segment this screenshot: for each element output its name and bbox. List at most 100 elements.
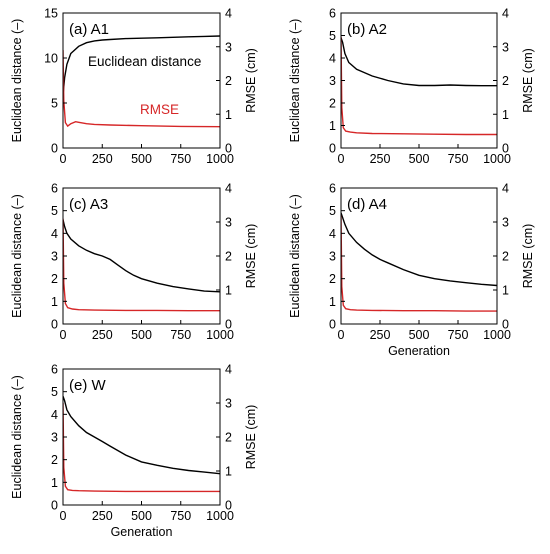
x-tick-label: 0 bbox=[338, 152, 345, 166]
y2-axis-title: RMSE (cm) bbox=[521, 48, 535, 113]
y-tick-label: 2 bbox=[329, 272, 336, 286]
y-tick-label: 4 bbox=[329, 227, 336, 241]
panel-label: (b) A2 bbox=[347, 21, 387, 38]
y2-tick-label: 4 bbox=[502, 7, 509, 21]
x-tick-label: 1000 bbox=[483, 152, 511, 166]
panel-label: (d) A4 bbox=[347, 196, 387, 213]
panel-label: (a) A1 bbox=[69, 21, 109, 38]
y2-tick-label: 2 bbox=[225, 250, 232, 264]
rmse-annotation: RMSE bbox=[140, 102, 179, 117]
y-tick-label: 1 bbox=[329, 119, 336, 133]
y-tick-label: 0 bbox=[51, 142, 58, 156]
y2-axis-title: RMSE (cm) bbox=[244, 48, 258, 113]
y-tick-label: 5 bbox=[51, 204, 58, 218]
y-tick-label: 1 bbox=[51, 295, 58, 309]
x-tick-label: 750 bbox=[448, 152, 469, 166]
y-tick-label: 4 bbox=[51, 227, 58, 241]
y-tick-label: 6 bbox=[329, 7, 336, 21]
y-tick-label: 4 bbox=[329, 52, 336, 66]
y2-tick-label: 1 bbox=[502, 108, 509, 122]
x-tick-label: 500 bbox=[409, 328, 430, 342]
x-axis-title: Generation bbox=[388, 344, 450, 358]
y-axis-title: Euclidean distance (–) bbox=[10, 375, 24, 499]
y-tick-label: 0 bbox=[329, 142, 336, 156]
y2-tick-label: 1 bbox=[502, 284, 509, 298]
y2-tick-label: 3 bbox=[502, 216, 509, 230]
rmse-series-line bbox=[63, 218, 220, 312]
y2-tick-label: 2 bbox=[225, 74, 232, 88]
y-axis-title: Euclidean distance (–) bbox=[288, 194, 302, 318]
x-tick-label: 1000 bbox=[483, 328, 511, 342]
euclidean-series-line bbox=[63, 35, 220, 96]
y-tick-label: 2 bbox=[51, 453, 58, 467]
rmse-series-line bbox=[63, 402, 220, 493]
y-tick-label: 5 bbox=[51, 385, 58, 399]
y2-tick-label: 1 bbox=[225, 108, 232, 122]
x-tick-label: 500 bbox=[409, 152, 430, 166]
y-tick-label: 3 bbox=[51, 250, 58, 264]
x-tick-label: 1000 bbox=[206, 509, 234, 523]
x-tick-label: 750 bbox=[170, 509, 191, 523]
panel-label: (c) A3 bbox=[69, 196, 108, 213]
y-tick-label: 4 bbox=[51, 408, 58, 422]
x-tick-label: 0 bbox=[60, 509, 67, 523]
y2-tick-label: 3 bbox=[225, 40, 232, 54]
y-tick-label: 0 bbox=[329, 318, 336, 332]
y2-tick-label: 4 bbox=[225, 7, 232, 21]
euclidean-series-line bbox=[341, 37, 497, 87]
x-tick-label: 250 bbox=[92, 328, 113, 342]
y-tick-label: 6 bbox=[329, 182, 336, 196]
y-tick-label: 3 bbox=[329, 250, 336, 264]
y2-tick-label: 1 bbox=[225, 465, 232, 479]
x-tick-label: 750 bbox=[170, 152, 191, 166]
y-axis-title: Euclidean distance (–) bbox=[10, 194, 24, 318]
rmse-series-line bbox=[341, 215, 497, 312]
y2-tick-label: 0 bbox=[225, 318, 232, 332]
y-tick-label: 1 bbox=[329, 295, 336, 309]
y-axis-title: Euclidean distance (–) bbox=[10, 19, 24, 143]
x-tick-label: 0 bbox=[60, 152, 67, 166]
euclidean-series-line bbox=[63, 395, 220, 475]
panel-label: (e) W bbox=[69, 377, 107, 394]
y2-axis-title: RMSE (cm) bbox=[244, 224, 258, 289]
rmse-series-line bbox=[341, 36, 497, 136]
y-tick-label: 10 bbox=[44, 52, 58, 66]
y-tick-label: 1 bbox=[51, 476, 58, 490]
y2-tick-label: 2 bbox=[225, 431, 232, 445]
x-tick-label: 0 bbox=[60, 328, 67, 342]
y-tick-label: 0 bbox=[51, 499, 58, 513]
y-tick-label: 5 bbox=[329, 29, 336, 43]
x-tick-label: 500 bbox=[131, 328, 152, 342]
y-tick-label: 2 bbox=[51, 272, 58, 286]
x-tick-label: 750 bbox=[170, 328, 191, 342]
x-tick-label: 500 bbox=[131, 152, 152, 166]
y2-tick-label: 4 bbox=[225, 363, 232, 377]
y-tick-label: 0 bbox=[51, 318, 58, 332]
euclidean-series-line bbox=[63, 219, 220, 293]
y2-tick-label: 0 bbox=[502, 318, 509, 332]
y2-tick-label: 3 bbox=[225, 397, 232, 411]
y2-tick-label: 2 bbox=[502, 74, 509, 88]
x-tick-label: 250 bbox=[370, 328, 391, 342]
y-tick-label: 5 bbox=[329, 204, 336, 218]
x-tick-label: 250 bbox=[370, 152, 391, 166]
y2-axis-title: RMSE (cm) bbox=[521, 224, 535, 289]
y-tick-label: 3 bbox=[51, 431, 58, 445]
euclidean-series-line bbox=[341, 212, 497, 287]
x-tick-label: 500 bbox=[131, 509, 152, 523]
y2-tick-label: 0 bbox=[225, 499, 232, 513]
x-tick-label: 250 bbox=[92, 152, 113, 166]
euclidean-annotation: Euclidean distance bbox=[88, 54, 201, 69]
y2-axis-title: RMSE (cm) bbox=[244, 405, 258, 470]
y2-tick-label: 3 bbox=[225, 216, 232, 230]
y-tick-label: 5 bbox=[51, 97, 58, 111]
y2-tick-label: 0 bbox=[502, 142, 509, 156]
y2-tick-label: 2 bbox=[502, 250, 509, 264]
y2-tick-label: 3 bbox=[502, 40, 509, 54]
x-axis-title: Generation bbox=[111, 525, 173, 539]
y-axis-title: Euclidean distance (–) bbox=[288, 19, 302, 143]
